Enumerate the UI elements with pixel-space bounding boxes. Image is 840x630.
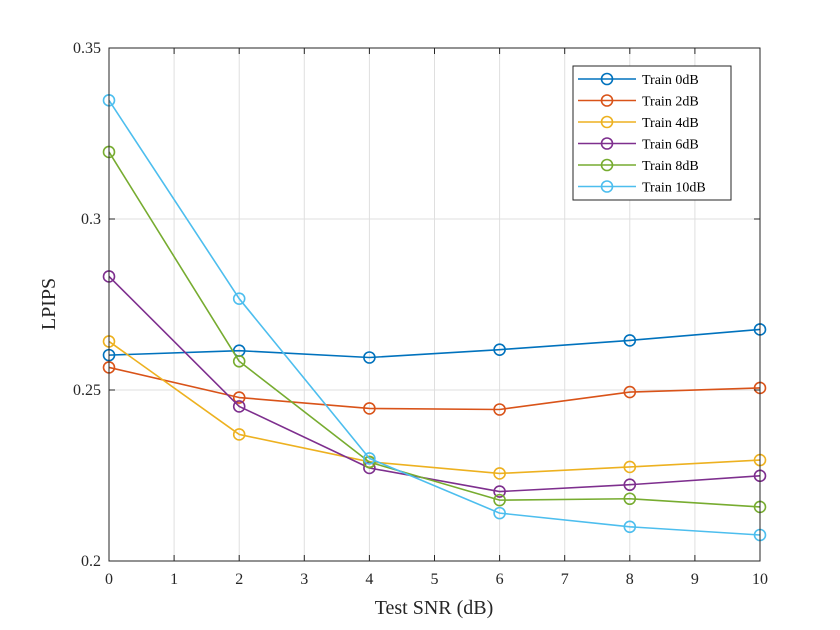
data-point [623,478,637,492]
data-point [232,400,246,413]
data-point [363,402,376,415]
y-tick-label: 0.35 [73,40,101,57]
series-line [108,366,761,411]
data-point [623,492,637,506]
legend-item: Train 6dB [578,137,699,153]
data-point [623,520,637,534]
x-tick-label: 6 [496,571,504,588]
x-tick-label: 9 [691,571,699,588]
data-point [232,292,246,305]
data-point [623,334,637,347]
data-point [232,391,246,404]
series-line [108,328,761,359]
legend-item: Train 8dB [578,158,699,174]
legend-label: Train 10dB [642,181,706,196]
legend-item: Train 10dB [578,180,706,196]
legend-label: Train 2dB [642,95,699,110]
x-tick-label: 4 [365,571,373,588]
data-point [493,506,506,520]
x-axis-label: Test SNR (dB) [375,597,494,619]
x-tick-label: 0 [105,571,113,588]
series-line [108,275,761,493]
y-tick-label: 0.3 [81,211,101,228]
data-point [493,493,506,507]
legend-box [572,65,732,201]
series-line [108,151,761,508]
x-tick-label: 3 [300,571,308,588]
series-group [102,94,767,542]
data-point [493,467,506,480]
x-tick-label: 1 [170,571,178,588]
legend-swatch-marker [600,137,614,150]
data-point [623,385,637,399]
axis-ticks: 0 1 2 3 4 5 6 7 8 9 10 0.2 0.25 0.3 0.35 [73,40,768,588]
legend-item: Train 2dB [578,94,699,110]
legend: Train 0dB Train 2dB Train 4dB Train 6dB Trai… [572,65,732,201]
x-tick-label: 2 [235,571,243,588]
y-tick-label: 0.25 [73,382,101,399]
legend-item: Train 4dB [578,115,699,131]
y-tick-label: 0.2 [81,553,101,570]
data-point [493,343,506,356]
series-line [108,340,761,475]
legend-swatch-marker [600,180,614,193]
series-line [108,99,761,536]
legend-label: Train 8dB [642,159,699,174]
legend-swatch-marker [600,94,614,107]
data-point [363,351,376,364]
x-tick-label: 7 [561,571,569,588]
y-axis-label: LPIPS [38,278,60,330]
data-point [232,428,246,441]
legend-swatch-marker [600,158,614,172]
legend-swatch-marker [600,72,614,86]
legend-swatch-marker [600,115,614,129]
data-point [232,354,246,368]
data-point [493,485,506,498]
legend-label: Train 6dB [642,138,699,153]
data-point [363,452,376,465]
x-tick-label: 5 [431,571,439,588]
legend-item: Train 0dB [578,72,699,88]
x-tick-label: 10 [752,571,768,588]
legend-label: Train 4dB [642,116,699,131]
data-point [493,403,506,416]
legend-label: Train 0dB [642,73,699,88]
data-point [363,455,376,469]
data-point [623,460,637,474]
x-tick-label: 8 [626,571,634,588]
